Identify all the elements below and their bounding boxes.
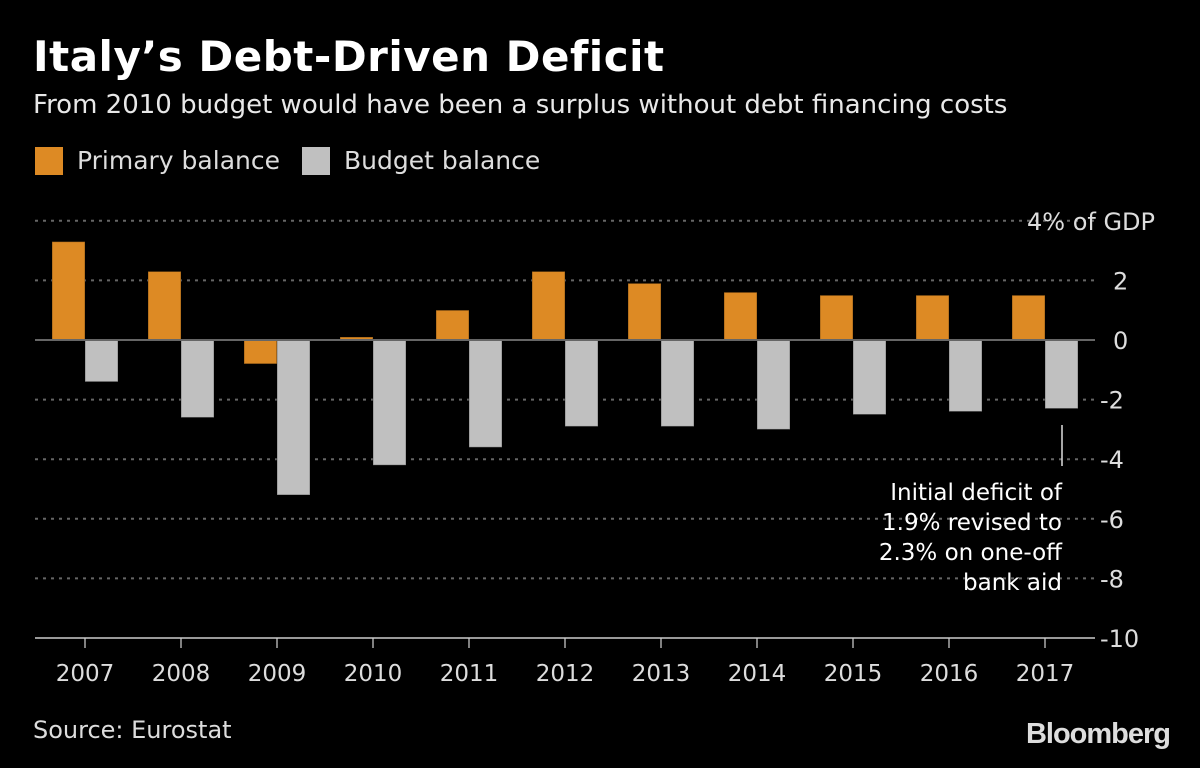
bar-budget-2009 — [276, 339, 311, 496]
y-tick-label: 2 — [1113, 267, 1128, 295]
legend-swatch-budget — [301, 146, 330, 175]
bar-primary-2016 — [915, 294, 950, 341]
bar-primary-2015 — [819, 294, 854, 341]
y-tick-label: -8 — [1100, 565, 1124, 593]
annotation-text: bank aid — [963, 570, 1062, 596]
bar-primary-2011 — [435, 309, 470, 341]
bar-budget-2011 — [468, 339, 503, 448]
bar-primary-2014 — [723, 291, 758, 341]
bar-primary-2007 — [51, 241, 86, 341]
x-tick-label-2013: 2013 — [632, 661, 691, 687]
source-note: Source: Eurostat — [33, 716, 232, 744]
x-tick-label-2012: 2012 — [536, 661, 595, 687]
bar-primary-2012 — [531, 270, 566, 341]
y-tick-label: -6 — [1100, 506, 1124, 534]
annotation-text: Initial deficit of — [890, 480, 1063, 506]
x-tick-label-2016: 2016 — [920, 661, 979, 687]
legend: Primary balance Budget balance — [35, 146, 562, 175]
y-tick-label: -2 — [1100, 387, 1124, 415]
annotation-text: 1.9% revised to — [882, 510, 1062, 536]
bar-budget-2012 — [564, 339, 599, 427]
bar-budget-2014 — [756, 339, 791, 430]
bar-primary-2017 — [1011, 294, 1046, 341]
legend-label-primary: Primary balance — [77, 146, 280, 175]
legend-label-budget: Budget balance — [343, 146, 541, 175]
bar-budget-2007 — [84, 339, 119, 383]
legend-item-budget: Budget balance — [301, 146, 541, 175]
y-tick-label: 0 — [1113, 327, 1128, 355]
y-tick-label: -10 — [1100, 625, 1139, 653]
y-tick-label: 4% of GDP — [1027, 208, 1155, 236]
bloomberg-logo: Bloomberg — [1025, 718, 1171, 750]
bar-budget-2016 — [948, 339, 983, 413]
x-tick-label-2011: 2011 — [440, 661, 499, 687]
annotation-text: 2.3% on one-off — [879, 540, 1063, 566]
x-tick-label-2014: 2014 — [728, 661, 787, 687]
x-tick-label-2008: 2008 — [152, 661, 211, 687]
bar-primary-2013 — [627, 282, 662, 341]
bar-budget-2010 — [372, 339, 407, 466]
bar-budget-2013 — [660, 339, 695, 427]
x-tick-label-2009: 2009 — [248, 661, 307, 687]
bar-primary-2009 — [243, 339, 278, 365]
legend-item-primary: Primary balance — [35, 146, 280, 175]
x-tick-label-2015: 2015 — [824, 661, 883, 687]
chart-title: Italy’s Debt-Driven Deficit — [33, 32, 665, 81]
x-tick-label-2017: 2017 — [1016, 661, 1075, 687]
bar-budget-2008 — [180, 339, 215, 418]
legend-swatch-primary — [35, 146, 63, 175]
bar-budget-2017 — [1044, 339, 1079, 410]
bar-primary-2008 — [147, 270, 182, 341]
x-tick-label-2010: 2010 — [344, 661, 403, 687]
y-tick-label: -4 — [1100, 446, 1124, 474]
x-tick-label-2007: 2007 — [56, 661, 115, 687]
chart-subtitle: From 2010 budget would have been a surpl… — [33, 90, 1008, 120]
bar-budget-2015 — [852, 339, 887, 415]
